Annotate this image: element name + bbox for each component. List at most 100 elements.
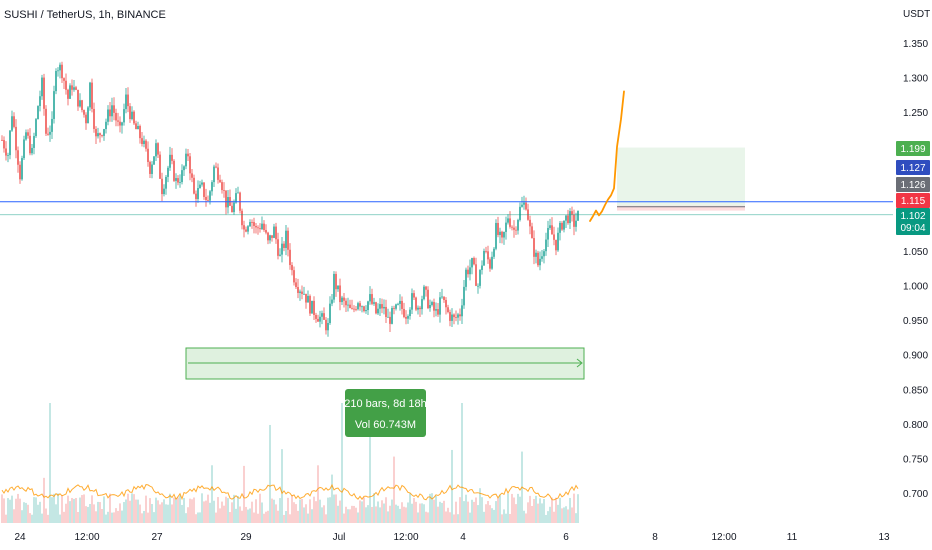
volume-bar bbox=[133, 494, 135, 523]
volume-bar bbox=[321, 507, 323, 523]
candle-body bbox=[203, 182, 205, 197]
volume-bar bbox=[543, 498, 545, 523]
volume-bar bbox=[531, 505, 533, 523]
candle-body bbox=[429, 304, 431, 309]
volume-bar bbox=[315, 501, 317, 523]
candle-body bbox=[479, 269, 481, 286]
volume-bar bbox=[93, 504, 95, 523]
volume-ma-line bbox=[1, 483, 579, 501]
y-tick-label: 0.750 bbox=[903, 455, 928, 466]
candle-body bbox=[241, 210, 243, 226]
candle-body bbox=[421, 299, 423, 310]
volume-bar bbox=[115, 508, 117, 523]
y-axis-unit: USDT bbox=[903, 9, 930, 20]
volume-bar bbox=[489, 505, 491, 523]
x-tick-label: 12:00 bbox=[393, 532, 418, 543]
candle-body bbox=[443, 296, 445, 300]
candle-body bbox=[473, 258, 475, 265]
volume-bar bbox=[169, 493, 171, 523]
candle-body bbox=[245, 229, 247, 232]
volume-bar bbox=[241, 510, 243, 523]
volume-bar bbox=[35, 497, 37, 523]
volume-bar bbox=[407, 502, 409, 523]
volume-bar bbox=[23, 502, 25, 523]
candle-body bbox=[309, 295, 311, 314]
candle-body bbox=[367, 301, 369, 311]
volume-bar bbox=[79, 497, 81, 523]
candle-body bbox=[291, 265, 293, 271]
candle-body bbox=[99, 133, 101, 136]
volume-bar bbox=[327, 497, 329, 523]
candle-body bbox=[491, 256, 493, 269]
candle-body bbox=[97, 133, 99, 137]
y-tick-label: 0.850 bbox=[903, 385, 928, 396]
candle-body bbox=[379, 304, 381, 309]
volume-bar bbox=[473, 501, 475, 523]
candle-body bbox=[493, 248, 495, 257]
candle-body bbox=[19, 164, 21, 180]
candle-body bbox=[73, 87, 75, 90]
candle-body bbox=[183, 166, 185, 171]
projection-path bbox=[589, 90, 625, 222]
volume-bar bbox=[555, 497, 557, 523]
volume-bar bbox=[427, 512, 429, 523]
price-badge-label: 1.115 bbox=[901, 196, 926, 207]
volume-bar bbox=[219, 508, 221, 523]
volume-bar bbox=[575, 513, 577, 523]
candle-body bbox=[571, 211, 573, 215]
volume-bar bbox=[141, 513, 143, 523]
candle-body bbox=[85, 114, 87, 124]
volume-bar bbox=[125, 499, 127, 523]
candle-body bbox=[453, 314, 455, 318]
candle-body bbox=[391, 308, 393, 324]
candle-body bbox=[505, 222, 507, 232]
volume-bar bbox=[387, 511, 389, 523]
candle-body bbox=[21, 158, 23, 180]
candle-body bbox=[517, 219, 519, 231]
volume-bar bbox=[517, 493, 519, 523]
volume-bar bbox=[163, 499, 165, 523]
candle-body bbox=[49, 131, 51, 135]
x-tick-label: 24 bbox=[14, 532, 26, 543]
volume-bar bbox=[129, 500, 131, 523]
y-tick-label: 0.950 bbox=[903, 316, 928, 327]
volume-bar bbox=[513, 497, 515, 523]
volume-bar bbox=[361, 501, 363, 523]
volume-bar bbox=[377, 501, 379, 523]
volume-bar bbox=[493, 509, 495, 523]
volume-bar bbox=[29, 513, 31, 523]
candle-body bbox=[407, 316, 409, 319]
candle-body bbox=[209, 191, 211, 201]
candle-body bbox=[289, 249, 291, 266]
volume-bar bbox=[259, 493, 261, 523]
candle-body bbox=[127, 94, 129, 107]
volume-bar bbox=[51, 497, 53, 523]
candle-body bbox=[163, 188, 165, 195]
candle-body bbox=[29, 135, 31, 154]
candle-body bbox=[387, 316, 389, 318]
volume-bar bbox=[251, 501, 253, 523]
volume-bar bbox=[375, 506, 377, 523]
volume-bar bbox=[359, 500, 361, 523]
volume-bar bbox=[183, 497, 185, 523]
candle-body bbox=[233, 202, 235, 213]
candle-body bbox=[399, 300, 401, 304]
volume-bar bbox=[401, 502, 403, 523]
candle-body bbox=[129, 106, 131, 120]
volume-bar bbox=[323, 505, 325, 523]
date-range-label-box bbox=[345, 389, 426, 437]
candle-body bbox=[89, 82, 91, 108]
volume-bar bbox=[165, 504, 167, 523]
candle-body bbox=[131, 111, 133, 120]
volume-bar bbox=[197, 512, 199, 523]
volume-bar bbox=[463, 501, 465, 523]
volume-bar bbox=[483, 511, 485, 523]
volume-bar bbox=[37, 504, 39, 523]
volume-bar bbox=[95, 511, 97, 523]
candle-body bbox=[435, 309, 437, 311]
candle-body bbox=[433, 302, 435, 311]
candle-body bbox=[169, 154, 171, 168]
candle-body bbox=[69, 85, 71, 99]
volume-bar bbox=[247, 509, 249, 523]
